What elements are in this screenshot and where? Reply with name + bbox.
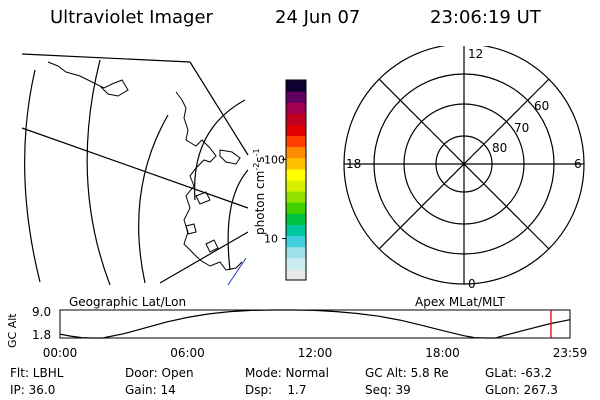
- xtick-label: 12:00: [298, 346, 333, 360]
- title: Ultraviolet Imager: [50, 7, 213, 28]
- info-glon: GLon: 267.3: [485, 383, 558, 397]
- mlat-label-60: 60: [534, 99, 549, 113]
- map-lon-line: [159, 231, 249, 284]
- colorbar-cell: [286, 91, 306, 103]
- map-coastline: [195, 191, 211, 205]
- colorbar: 100 10: [264, 79, 307, 281]
- map-coastline: [175, 91, 243, 271]
- map-lat-circle: [227, 169, 249, 271]
- colorbar-cell: [286, 124, 306, 137]
- map-coastline: [185, 223, 197, 235]
- colorbar-cell: [286, 246, 306, 259]
- mlt-label-right: 6: [574, 157, 582, 171]
- xtick-label: 18:00: [425, 346, 460, 360]
- colorbar-cell: [286, 224, 306, 237]
- map-coastline: [219, 149, 241, 165]
- xtick-label: 00:00: [43, 346, 78, 360]
- colorbar-cell: [286, 202, 306, 214]
- colorbar-cell: [286, 235, 306, 248]
- info-door: Door: Open: [125, 366, 194, 380]
- altitude-chart: GC Alt 9.0 1.8 00:00 06:00 12:00 18:00 23:59: [6, 305, 588, 360]
- ytick-top: 9.0: [32, 305, 51, 319]
- colorbar-label: photon cm-2s-1: [252, 148, 267, 235]
- polar-label: Apex MLat/MLT: [415, 295, 505, 309]
- xtick-label: 23:59: [553, 346, 588, 360]
- date: 24 Jun 07: [275, 7, 361, 28]
- colorbar-cell: [286, 180, 306, 192]
- colorbar-cell: [286, 257, 306, 270]
- mlt-label-top: 12: [468, 47, 483, 61]
- map-lat-circle: [138, 114, 169, 284]
- chart-ylabel: GC Alt: [6, 313, 19, 348]
- info-glat: GLat: -63.2: [485, 366, 552, 380]
- time: 23:06:19 UT: [430, 7, 541, 28]
- mlat-label-70: 70: [514, 121, 529, 135]
- map-coastline-blue: [227, 257, 247, 286]
- colorbar-cell: [286, 268, 306, 281]
- colorbar-cell: [286, 191, 306, 203]
- info-seq: Seq: 39: [365, 383, 411, 397]
- info-ip: IP: 36.0: [10, 383, 56, 397]
- altitude-series-line: [59, 309, 570, 339]
- info-gain: Gain: 14: [125, 383, 176, 397]
- geo-label: Geographic Lat/Lon: [69, 295, 187, 309]
- map-coastline: [47, 61, 129, 97]
- colorbar-cell: [286, 168, 306, 181]
- mlt-label-bottom: 0: [468, 277, 476, 290]
- chart-frame: [59, 309, 571, 339]
- colorbar-cell: [286, 135, 306, 148]
- colorbar-cell: [286, 213, 306, 225]
- colorbar-tick-label: 10: [264, 233, 278, 246]
- polar-axis: [378, 78, 550, 250]
- colorbar-cell: [286, 113, 306, 125]
- mlt-label-left: 18: [346, 157, 361, 171]
- map-lat-circle: [86, 59, 111, 286]
- info-gcalt: GC Alt: 5.8 Re: [365, 366, 449, 380]
- map-lon-line: [21, 127, 249, 209]
- map-frame: [21, 53, 191, 63]
- map-lon-line: [189, 61, 249, 156]
- xtick-label: 06:00: [170, 346, 205, 360]
- map-coastline: [205, 239, 219, 253]
- geo-map: [21, 53, 249, 286]
- colorbar-frame: [285, 79, 307, 281]
- colorbar-cell: [286, 146, 306, 159]
- ytick-bottom: 1.8: [32, 328, 51, 342]
- info-dsp: Dsp: 1.7: [245, 383, 307, 397]
- map-lat-circle: [24, 69, 41, 283]
- polar-plot: 12 18 6 0 60 70 80: [343, 46, 585, 290]
- colorbar-tick-label: 100: [264, 153, 285, 166]
- map-lat-circle: [193, 99, 246, 201]
- colorbar-cell: [286, 157, 306, 170]
- info-flt: Flt: LBHL: [10, 366, 64, 380]
- colorbar-cell: [286, 80, 306, 92]
- mlat-label-80: 80: [492, 141, 507, 155]
- info-mode: Mode: Normal: [245, 366, 329, 380]
- colorbar-cell: [286, 102, 306, 114]
